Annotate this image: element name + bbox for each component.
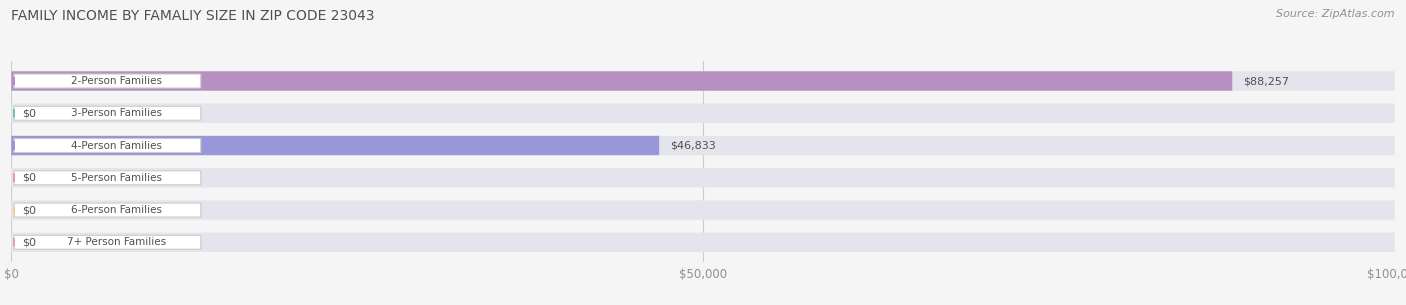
FancyBboxPatch shape <box>11 233 1395 252</box>
Text: FAMILY INCOME BY FAMALIY SIZE IN ZIP CODE 23043: FAMILY INCOME BY FAMALIY SIZE IN ZIP COD… <box>11 9 375 23</box>
FancyBboxPatch shape <box>11 104 1395 123</box>
FancyBboxPatch shape <box>11 136 1395 155</box>
FancyBboxPatch shape <box>11 200 1395 220</box>
FancyBboxPatch shape <box>14 106 201 120</box>
FancyBboxPatch shape <box>11 71 1232 91</box>
Text: $0: $0 <box>22 108 37 118</box>
Text: $0: $0 <box>22 173 37 183</box>
Text: 6-Person Families: 6-Person Families <box>72 205 162 215</box>
FancyBboxPatch shape <box>14 138 201 152</box>
Text: $0: $0 <box>22 237 37 247</box>
Text: $0: $0 <box>22 205 37 215</box>
Text: $46,833: $46,833 <box>671 141 716 151</box>
Text: 2-Person Families: 2-Person Families <box>72 76 162 86</box>
Text: Source: ZipAtlas.com: Source: ZipAtlas.com <box>1277 9 1395 19</box>
Text: $88,257: $88,257 <box>1243 76 1289 86</box>
Text: 4-Person Families: 4-Person Families <box>72 141 162 151</box>
FancyBboxPatch shape <box>14 74 201 88</box>
Text: 5-Person Families: 5-Person Families <box>72 173 162 183</box>
FancyBboxPatch shape <box>11 136 659 155</box>
FancyBboxPatch shape <box>14 235 201 249</box>
Text: 7+ Person Families: 7+ Person Families <box>67 237 166 247</box>
FancyBboxPatch shape <box>14 171 201 185</box>
Text: 3-Person Families: 3-Person Families <box>72 108 162 118</box>
FancyBboxPatch shape <box>11 168 1395 188</box>
FancyBboxPatch shape <box>11 71 1395 91</box>
FancyBboxPatch shape <box>14 203 201 217</box>
